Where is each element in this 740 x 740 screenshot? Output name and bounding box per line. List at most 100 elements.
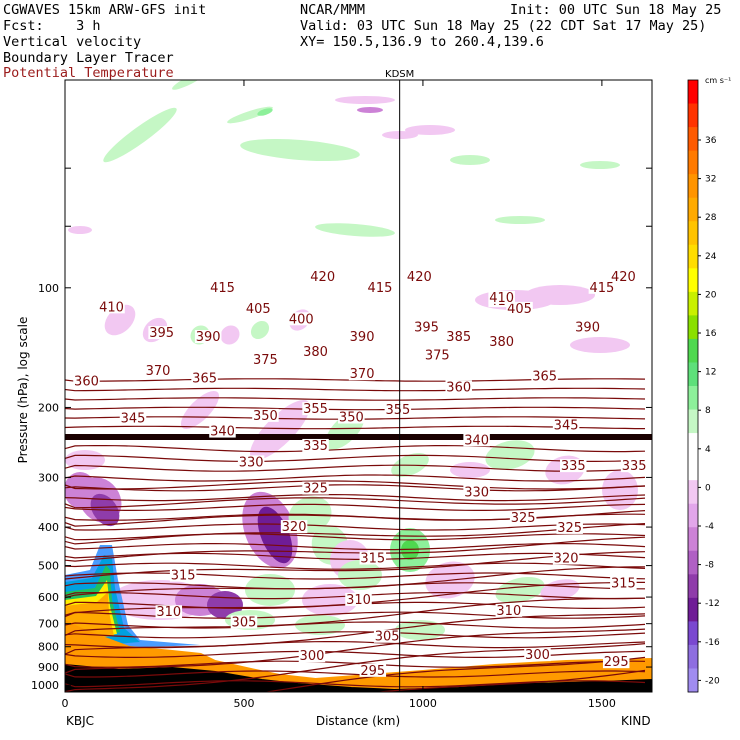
theta-label: 340 (464, 433, 489, 448)
theta-label-bg (366, 280, 394, 294)
theta-label-bg (348, 330, 376, 344)
theta-label: 395 (149, 326, 174, 341)
theta-contour (262, 656, 646, 692)
theta-label-bg (445, 380, 472, 394)
colorbar-swatch (688, 527, 698, 552)
theta-label-bg (194, 330, 222, 344)
velocity-blob (525, 285, 595, 305)
theta-contour (373, 669, 646, 692)
theta-label: 355 (385, 403, 410, 418)
colorbar-swatch (688, 197, 698, 222)
theta-contour (65, 551, 646, 580)
theta-label: 310 (156, 605, 181, 620)
colorbar-swatch (688, 480, 698, 505)
theta-label-bg (169, 568, 197, 582)
velocity-blob (357, 107, 383, 113)
theta-label-bg (237, 455, 265, 469)
theta-label-bg (302, 481, 329, 495)
colorbar-swatch (688, 409, 698, 434)
theta-label: 365 (192, 371, 217, 386)
velocity-blob (103, 107, 177, 163)
theta-label: 420 (611, 270, 636, 285)
velocity-blob (250, 400, 310, 460)
theta-label: 335 (303, 439, 328, 454)
y-tick-label: 900 (38, 661, 59, 674)
theta-label: 390 (196, 330, 221, 345)
theta-label: 330 (239, 455, 264, 470)
colorbar-swatch (688, 362, 698, 387)
colorbar-swatch (688, 386, 698, 411)
velocity-blob (240, 138, 360, 162)
left-station-label: KBJC (66, 714, 94, 728)
colorbar-label: 8 (705, 406, 711, 416)
velocity-blob (338, 560, 382, 590)
theta-label: 315 (360, 552, 385, 567)
theta-contour (65, 572, 646, 580)
header-org: NCAR/MMM (300, 2, 366, 18)
theta-label: 335 (622, 459, 647, 474)
theta-label: 360 (74, 374, 99, 389)
theta-label: 360 (446, 380, 471, 395)
theta-label: 415 (210, 281, 235, 296)
colorbar-swatch (688, 174, 698, 199)
colorbar-frame (687, 79, 699, 693)
theta-label-bg (252, 353, 279, 367)
colorbar-swatch (688, 80, 698, 105)
theta-contour (65, 670, 646, 678)
theta-label: 370 (146, 364, 171, 379)
theta-label-bg (373, 629, 401, 643)
theta-contour (65, 425, 645, 430)
colorbar-label: 24 (705, 252, 717, 262)
plot-frame (64, 79, 653, 693)
colorbar-swatch (688, 644, 698, 669)
theta-label: 415 (368, 281, 393, 296)
theta-label-bg (245, 301, 272, 315)
theta-label-bg (552, 551, 580, 565)
theta-contour (65, 510, 646, 527)
theta-label-bg (588, 280, 616, 294)
theta-contour (65, 566, 646, 599)
colorbar-swatch (688, 315, 698, 340)
theta-contour (65, 484, 646, 492)
theta-label: 315 (171, 569, 196, 584)
theta-label-bg (302, 438, 329, 452)
theta-label-bg (610, 576, 637, 590)
theta-label-bg (230, 615, 258, 629)
theta-label-bg (560, 459, 587, 473)
colorbar-swatch (688, 244, 698, 269)
velocity-blob (580, 161, 620, 169)
station-marker-label: KDSM (385, 69, 414, 80)
velocity-blob (172, 80, 208, 90)
colorbar-label: 32 (705, 175, 716, 185)
y-tick-label: 200 (38, 401, 59, 414)
theta-label: 315 (611, 577, 636, 592)
theta-label-bg (280, 520, 308, 534)
colorbar-swatch (688, 503, 698, 528)
theta-label-bg (509, 511, 537, 525)
colorbar-label: 36 (705, 136, 717, 146)
x-axis: 0 500 1000 1500 (62, 80, 616, 710)
theta-label-bg (495, 603, 523, 617)
colorbar-label: -4 (705, 522, 714, 532)
header-field-1: Vertical velocity (3, 34, 142, 50)
header-valid: Valid: 03 UTC Sun 18 May 25 (22 CDT Sat … (300, 18, 707, 34)
theta-label: 375 (425, 348, 450, 363)
header-field-2: Boundary Layer Tracer (3, 50, 174, 66)
velocity-blob (405, 125, 455, 135)
theta-label-bg (413, 320, 440, 334)
colorbar-label: -12 (705, 599, 720, 609)
theta-label: 310 (496, 604, 521, 619)
theta-contour (65, 406, 646, 411)
theta-contour (65, 533, 646, 541)
header-xy: XY= 150.5,136.9 to 260.4,139.6 (300, 34, 544, 50)
theta-label: 300 (525, 648, 550, 663)
theta-contour (65, 631, 646, 639)
x-tick-label: 1000 (409, 697, 437, 710)
theta-label-bg (345, 592, 372, 606)
velocity-blob (315, 223, 395, 237)
theta-label: 345 (121, 411, 146, 426)
theta-label: 365 (532, 369, 557, 384)
theta-label: 380 (303, 345, 328, 360)
theta-label: 310 (346, 593, 371, 608)
